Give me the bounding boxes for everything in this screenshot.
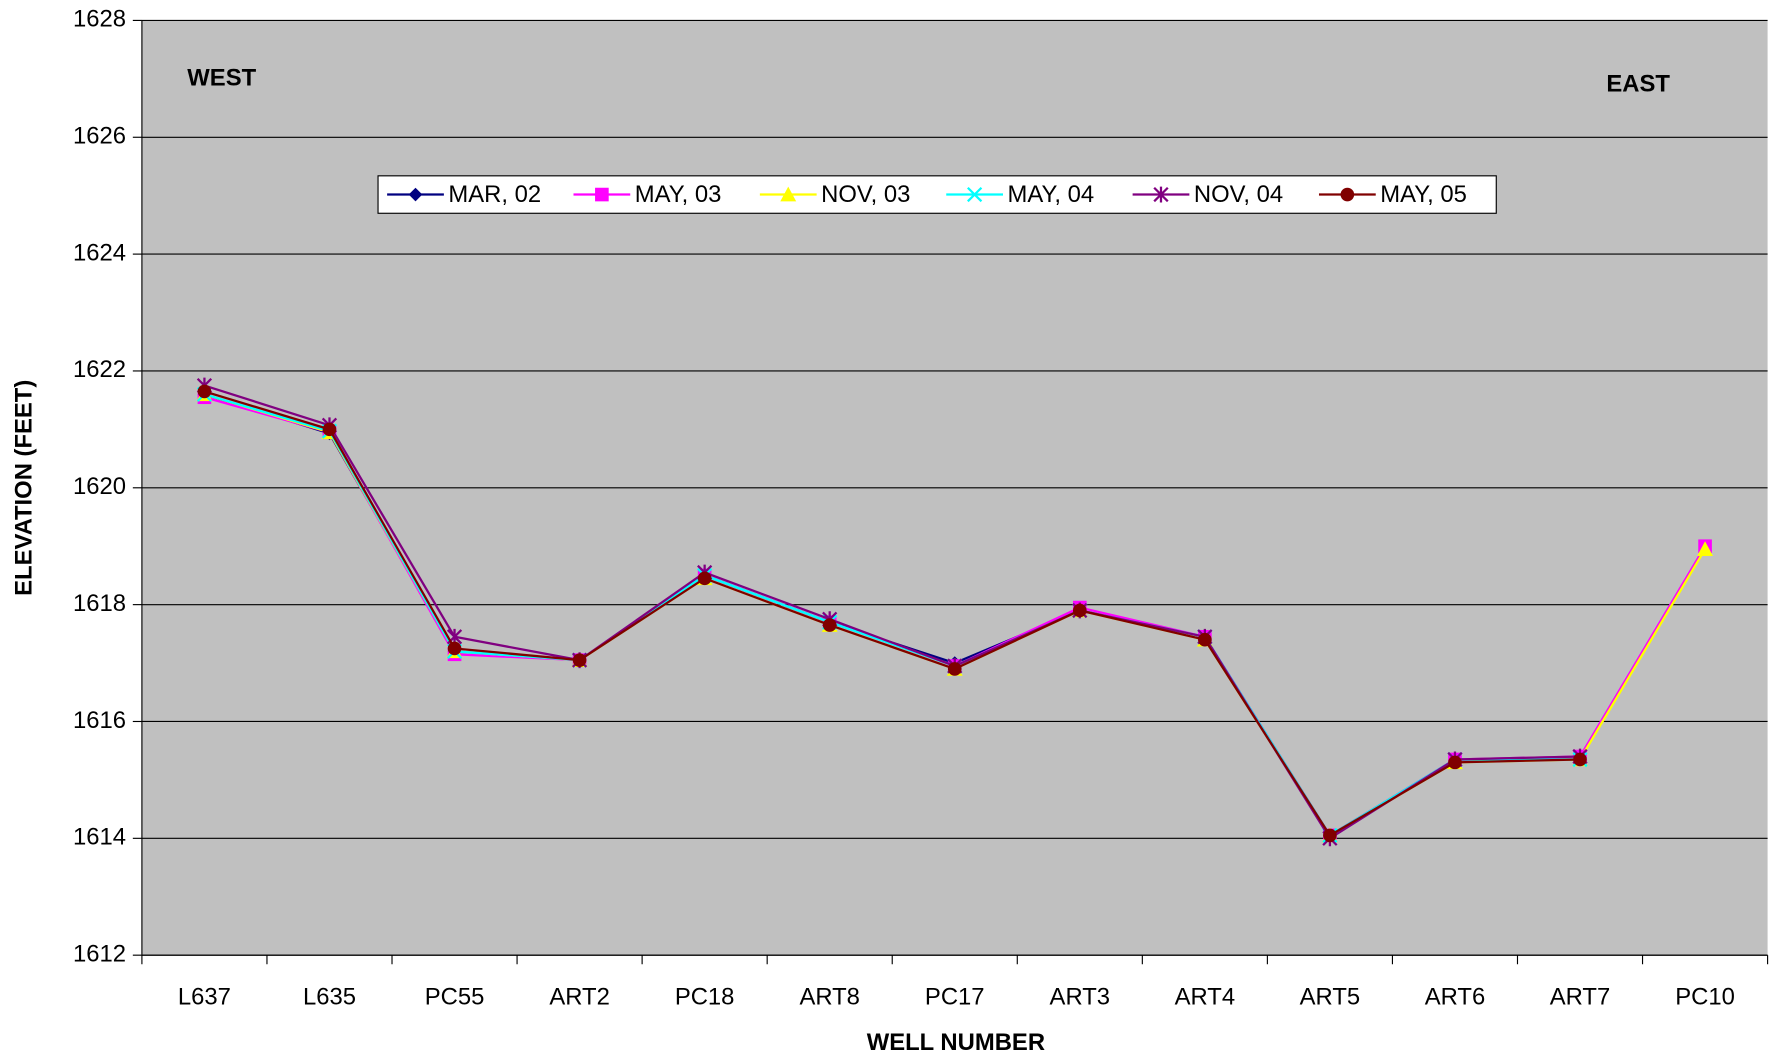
marker bbox=[595, 187, 609, 202]
marker bbox=[822, 618, 837, 632]
x-tick-label: ART5 bbox=[1300, 984, 1361, 1011]
x-tick-label: L635 bbox=[303, 984, 356, 1011]
legend-label: MAY, 05 bbox=[1380, 181, 1467, 208]
series-line bbox=[204, 384, 1581, 840]
marker bbox=[947, 662, 962, 676]
x-tick-label: PC18 bbox=[675, 984, 735, 1011]
marker bbox=[572, 653, 587, 667]
marker bbox=[1153, 186, 1169, 203]
x-tick-label: ART8 bbox=[799, 984, 860, 1011]
marker bbox=[1072, 603, 1087, 618]
y-tick-label: 1614 bbox=[73, 824, 126, 851]
annotation: EAST bbox=[1606, 70, 1670, 97]
marker bbox=[967, 186, 983, 203]
legend-box bbox=[377, 175, 1497, 214]
marker bbox=[322, 422, 337, 437]
legend-label: NOV, 03 bbox=[821, 181, 910, 208]
y-tick-label: 1626 bbox=[73, 123, 126, 150]
y-tick-label: 1628 bbox=[73, 6, 126, 33]
marker bbox=[1448, 755, 1462, 770]
legend-label: NOV, 04 bbox=[1194, 181, 1283, 208]
marker bbox=[447, 641, 462, 656]
y-tick-label: 1612 bbox=[73, 940, 126, 967]
x-tick-label: ART2 bbox=[549, 984, 610, 1011]
x-tick-label: PC17 bbox=[925, 984, 985, 1011]
y-tick-label: 1620 bbox=[73, 473, 126, 500]
x-tick-label: PC10 bbox=[1675, 984, 1735, 1011]
x-tick-label: ART3 bbox=[1050, 984, 1111, 1011]
marker bbox=[1697, 541, 1714, 556]
marker bbox=[197, 384, 212, 399]
legend: MAR, 02 MAY, 03 NOV, 03 MAY, 04 NOV, 04 MAY, … bbox=[377, 175, 1497, 214]
legend-label: MAR, 02 bbox=[448, 181, 541, 208]
y-tick-label: 1618 bbox=[73, 590, 126, 617]
marker bbox=[1323, 828, 1337, 843]
x-tick-label: ART6 bbox=[1425, 984, 1486, 1011]
legend-label: MAY, 04 bbox=[1008, 181, 1095, 208]
x-tick-label: L637 bbox=[178, 984, 231, 1011]
marker bbox=[1198, 632, 1212, 647]
marker bbox=[697, 571, 712, 586]
y-tick-label: 1622 bbox=[73, 356, 126, 383]
legend-label: MAY, 03 bbox=[635, 181, 722, 208]
y-tick-label: 1616 bbox=[73, 707, 126, 734]
y-axis-label: ELEVATION (FEET) bbox=[10, 380, 37, 596]
y-tick-label: 1624 bbox=[73, 239, 126, 266]
marker bbox=[780, 186, 797, 202]
annotation: WEST bbox=[187, 65, 256, 92]
x-tick-label: ART4 bbox=[1175, 984, 1236, 1011]
marker bbox=[1573, 752, 1587, 767]
x-tick-label: PC55 bbox=[425, 984, 485, 1011]
series-line bbox=[204, 390, 1581, 837]
marker bbox=[1340, 187, 1355, 202]
x-tick-label: ART7 bbox=[1550, 984, 1611, 1011]
x-axis-label: WELL NUMBER bbox=[867, 1029, 1045, 1055]
